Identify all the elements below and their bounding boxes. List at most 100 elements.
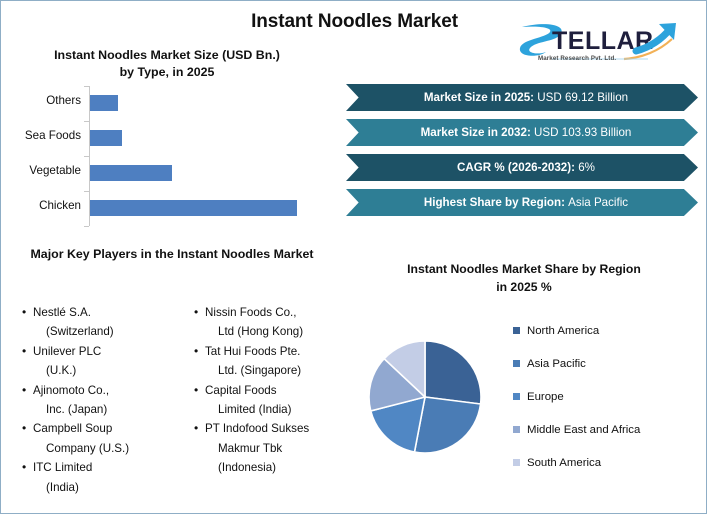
key-player-item: Nestlé S.A. (Switzerland) bbox=[22, 303, 177, 342]
pie-chart-legend: North America Asia Pacific Europe Middle Ea… bbox=[513, 314, 698, 479]
bar-axis-tick bbox=[84, 86, 89, 87]
key-player-name-cont: Limited (India) bbox=[218, 403, 292, 417]
key-player-name: Unilever PLC bbox=[33, 344, 102, 358]
pie-slice bbox=[413, 396, 482, 454]
pie-slice bbox=[369, 395, 427, 453]
key-player-item: Ajinomoto Co., Inc. (Japan) bbox=[22, 381, 177, 420]
key-player-item: Nissin Foods Co., Ltd (Hong Kong) bbox=[194, 303, 349, 342]
key-player-name-cont: (U.K.) bbox=[46, 364, 77, 378]
bar-chart-plot: Others Sea Foods Vegetable Chicken bbox=[13, 86, 313, 227]
key-player-name-cont: Ltd (Hong Kong) bbox=[218, 325, 304, 339]
bar-category-label: Vegetable bbox=[29, 164, 81, 177]
legend-swatch bbox=[513, 327, 520, 334]
legend-label: Europe bbox=[527, 390, 564, 403]
bar-chart-row: Others bbox=[13, 86, 313, 121]
legend-item: North America bbox=[513, 314, 698, 347]
legend-swatch bbox=[513, 360, 520, 367]
legend-swatch bbox=[513, 459, 520, 466]
bar-chart-row: Vegetable bbox=[13, 156, 313, 191]
bar-axis-tick bbox=[84, 121, 89, 122]
pie-slice bbox=[368, 357, 427, 412]
metric-banner-label: Highest Share by Region: bbox=[423, 196, 565, 209]
key-player-name-cont: Makmur Tbk bbox=[218, 441, 283, 455]
metric-banner-value: Asia Pacific bbox=[564, 196, 629, 209]
key-player-name: Nestlé S.A. bbox=[33, 306, 91, 319]
key-player-name: PT Indofood Sukses bbox=[205, 422, 310, 436]
bar-category-label: Chicken bbox=[39, 199, 81, 212]
metric-banner-text: Market Size in 2032: USD 103.93 Billion bbox=[346, 119, 698, 146]
key-player-name-cont: Ltd. (Singapore) bbox=[218, 364, 302, 378]
bar-chart-row: Chicken bbox=[13, 191, 313, 226]
metric-banner: Highest Share by Region: Asia Pacific bbox=[346, 189, 698, 216]
key-player-item: ITC Limited (India) bbox=[22, 458, 177, 497]
key-player-item: Capital Foods Limited (India) bbox=[194, 381, 349, 420]
key-player-name: Capital Foods bbox=[205, 383, 277, 397]
key-player-item: Campbell Soup Company (U.S.) bbox=[22, 419, 177, 458]
metric-banner-text: Highest Share by Region: Asia Pacific bbox=[346, 189, 698, 216]
pie-chart-title-line1: Instant Noodles Market Share by Region bbox=[407, 262, 641, 276]
metric-banner: CAGR % (2026-2032): 6% bbox=[346, 154, 698, 181]
bar-category-label: Sea Foods bbox=[24, 129, 81, 142]
bar-axis-tick bbox=[84, 191, 89, 192]
key-player-name: Nissin Foods Co., bbox=[205, 306, 297, 319]
key-metrics-banners: Market Size in 2025: USD 69.12 Billion Ma… bbox=[346, 84, 698, 224]
bar-value-fill bbox=[90, 200, 298, 216]
bar-value-fill bbox=[90, 130, 123, 146]
key-players-title-line2: Market bbox=[273, 247, 314, 261]
key-player-item: Unilever PLC (U.K.) bbox=[22, 342, 177, 381]
metric-banner-text: Market Size in 2025: USD 69.12 Billion bbox=[346, 84, 698, 111]
key-player-item: Tat Hui Foods Pte. Ltd. (Singapore) bbox=[194, 342, 349, 381]
legend-item: Middle East and Africa bbox=[513, 413, 698, 446]
legend-item: Europe bbox=[513, 380, 698, 413]
bar-category-label: Others bbox=[46, 94, 81, 107]
bar-chart-title-line1: Instant Noodles Market Size (USD Bn.) bbox=[54, 48, 280, 62]
key-players-columns: Nestlé S.A. (Switzerland) Unilever PLC (U.K… bbox=[19, 303, 349, 497]
key-player-name: Tat Hui Foods Pte. bbox=[205, 344, 301, 358]
bar-chart-title: Instant Noodles Market Size (USD Bn.) by… bbox=[19, 47, 315, 81]
legend-swatch bbox=[513, 426, 520, 433]
bar-chart-y-axis bbox=[89, 86, 90, 226]
metric-banner: Market Size in 2032: USD 103.93 Billion bbox=[346, 119, 698, 146]
legend-label: Asia Pacific bbox=[527, 357, 586, 370]
key-player-name-cont: Company (U.S.) bbox=[46, 441, 130, 455]
key-players-title-line1: Major Key Players in the Instant Noodles bbox=[30, 247, 271, 261]
key-player-name: ITC Limited bbox=[33, 461, 93, 475]
key-player-name-cont: Inc. (Japan) bbox=[46, 403, 108, 417]
metric-banner-label: Market Size in 2025: bbox=[423, 91, 535, 104]
bar-axis-tick bbox=[84, 156, 89, 157]
legend-label: North America bbox=[527, 324, 600, 337]
metric-banner-shape bbox=[346, 84, 698, 111]
legend-label: South America bbox=[527, 456, 602, 469]
metric-banner-shape bbox=[346, 119, 698, 146]
bar-chart-row: Sea Foods bbox=[13, 121, 313, 156]
key-player-name: Campbell Soup bbox=[33, 422, 113, 436]
metric-banner-value: 6% bbox=[574, 161, 595, 174]
metric-banner-label: CAGR % (2026-2032): bbox=[457, 161, 575, 174]
pie-slice bbox=[383, 340, 426, 399]
metric-banner-value: USD 103.93 Billion bbox=[530, 126, 632, 139]
legend-item: South America bbox=[513, 446, 698, 479]
logo-subtitle: Market Research Pvt. Ltd. bbox=[538, 55, 617, 62]
metric-banner: Market Size in 2025: USD 69.12 Billion bbox=[346, 84, 698, 111]
legend-swatch bbox=[513, 393, 520, 400]
key-player-name-cont: (Indonesia) bbox=[218, 461, 277, 475]
key-player-name-cont: (Switzerland) bbox=[46, 325, 114, 339]
pie-chart bbox=[368, 340, 482, 454]
legend-item: Asia Pacific bbox=[513, 347, 698, 380]
metric-banner-text: CAGR % (2026-2032): 6% bbox=[346, 154, 698, 181]
metric-banner-shape bbox=[346, 154, 698, 181]
bar-chart-title-line2: by Type, in 2025 bbox=[119, 65, 215, 79]
key-player-item: PT Indofood Sukses Makmur Tbk (Indonesia) bbox=[194, 419, 349, 477]
metric-banner-value: USD 69.12 Billion bbox=[534, 91, 629, 104]
pie-slice bbox=[424, 340, 482, 405]
legend-label: Middle East and Africa bbox=[527, 423, 641, 436]
key-player-name-cont: (India) bbox=[46, 480, 79, 494]
metric-banner-shape bbox=[346, 189, 698, 216]
key-players-right-column: Nissin Foods Co., Ltd (Hong Kong) Tat Hui … bbox=[191, 303, 349, 497]
metric-banner-label: Market Size in 2032: bbox=[420, 126, 531, 139]
page-title: Instant Noodles Market bbox=[251, 11, 458, 32]
key-player-name: Ajinomoto Co., bbox=[33, 383, 110, 397]
pie-chart-title: Instant Noodles Market Share by Region i… bbox=[359, 260, 689, 296]
bar-value-fill bbox=[90, 95, 119, 111]
